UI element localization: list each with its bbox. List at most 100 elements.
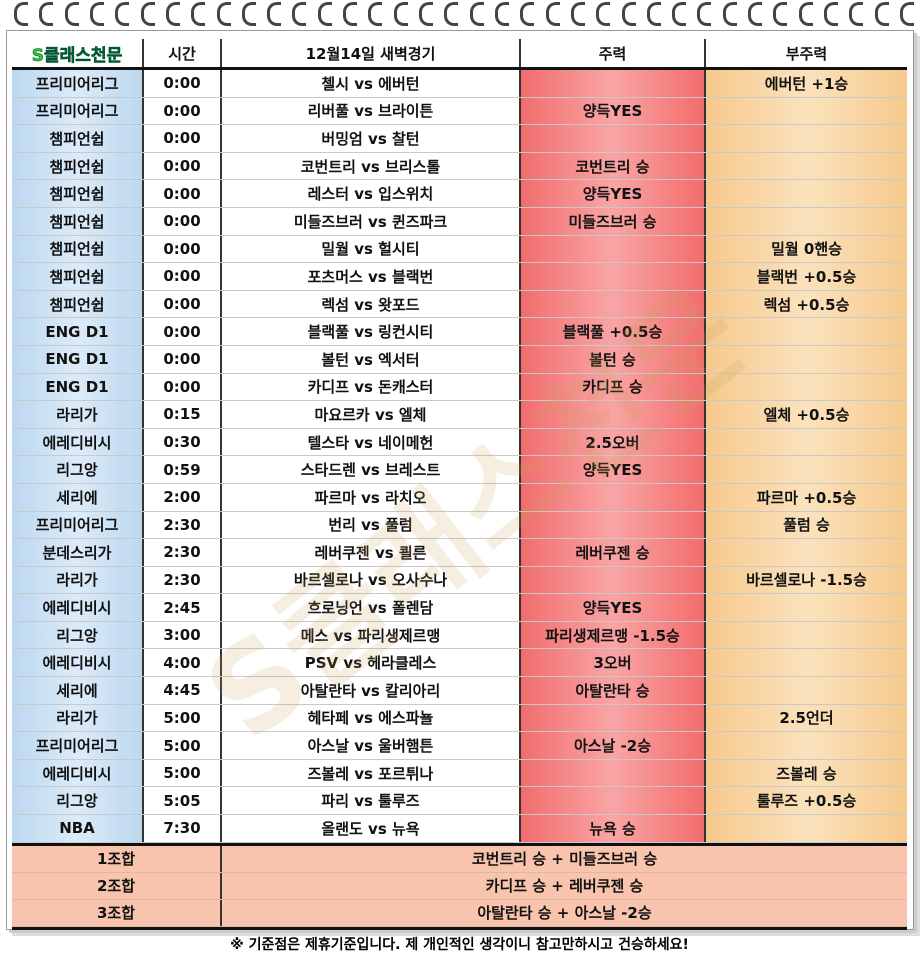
binding-ring-icon — [444, 2, 459, 26]
combo-row: 2조합 카디프 승 + 레버쿠젠 승 — [12, 872, 907, 900]
match-cell: 흐로닝언 vs 폴렌담 — [222, 594, 521, 621]
league-cell: 챔피언쉽 — [12, 125, 144, 152]
time-cell: 0:00 — [144, 345, 222, 373]
league-cell: 에레디비시 — [12, 428, 144, 456]
combo-row: 1조합 코번트리 승 + 미들즈브러 승 — [12, 845, 907, 873]
sub-pick-cell — [706, 180, 907, 207]
table-row: 챔피언쉽 0:00 코번트리 vs 브리스톨 코번트리 승 — [12, 152, 907, 181]
time-cell: 0:00 — [144, 373, 222, 401]
match-cell: 리버풀 vs 브라이튼 — [222, 97, 521, 125]
combo-label: 1조합 — [12, 845, 222, 872]
table-row: 라리가 2:30 바르셀로나 vs 오사수나 바르셀로나 -1.5승 — [12, 566, 907, 595]
binding-ring-icon — [672, 2, 687, 26]
sub-pick-cell: 렉섬 +0.5승 — [706, 290, 907, 318]
league-cell: 리그앙 — [12, 456, 144, 483]
league-cell: 챔피언쉽 — [12, 263, 144, 290]
binding-ring-icon — [64, 2, 79, 26]
main-pick-cell — [521, 787, 706, 815]
league-cell: 프리미어리그 — [12, 511, 144, 539]
binding-ring-icon — [697, 2, 712, 26]
sub-pick-cell — [706, 125, 907, 152]
main-pick-cell — [521, 704, 706, 732]
match-cell: 볼턴 vs 엑서터 — [222, 345, 521, 373]
table-row: 챔피언쉽 0:00 미들즈브러 vs 퀸즈파크 미들즈브러 승 — [12, 207, 907, 236]
main-pick-cell: 양득YES — [521, 456, 706, 483]
sub-pick-cell — [706, 97, 907, 125]
main-pick-cell — [521, 70, 706, 97]
binding-ring-icon — [115, 2, 130, 26]
main-pick-cell — [521, 511, 706, 539]
binding-ring-icon — [798, 2, 813, 26]
sub-pick-cell: 에버턴 +1승 — [706, 70, 907, 97]
match-cell: 파리 vs 툴루즈 — [222, 787, 521, 815]
match-cell: 즈볼레 vs 포르튀나 — [222, 759, 521, 787]
main-pick-cell: 3오버 — [521, 649, 706, 677]
combo-value: 아탈란타 승 + 아스날 -2승 — [477, 904, 652, 923]
combo-value: 코번트리 승 + 미들즈브러 승 — [471, 850, 658, 869]
main-pick-cell — [521, 759, 706, 787]
time-cell: 0:00 — [144, 290, 222, 318]
main-pick-cell: 양득YES — [521, 180, 706, 207]
binding-ring-icon — [494, 2, 509, 26]
match-cell: 밀월 vs 헐시티 — [222, 235, 521, 263]
binding-ring-icon — [545, 2, 560, 26]
sub-pick-cell: 즈볼레 승 — [706, 759, 907, 787]
league-cell: 에레디비시 — [12, 759, 144, 787]
binding-ring-icon — [317, 2, 332, 26]
picks-table: S클래스천문 시간 12월14일 새벽경기 주력 부주력 프리미어리그 0:00 첼… — [12, 39, 907, 958]
sub-pick-cell: 풀럼 승 — [706, 511, 907, 539]
binding-ring-icon — [343, 2, 358, 26]
table-row: 챔피언쉽 0:00 렉섬 vs 왓포드 렉섬 +0.5승 — [12, 290, 907, 319]
table-row: 리그앙 3:00 메스 vs 파리생제르맹 파리생제르맹 -1.5승 — [12, 621, 907, 650]
sub-pick-cell: 바르셀로나 -1.5승 — [706, 566, 907, 594]
league-cell: 에레디비시 — [12, 594, 144, 621]
table-row: 에레디비시 2:45 흐로닝언 vs 폴렌담 양득YES — [12, 594, 907, 622]
league-cell: 라리가 — [12, 401, 144, 428]
time-cell: 5:00 — [144, 759, 222, 787]
main-pick-cell: 양득YES — [521, 594, 706, 621]
match-cell: 헤타페 vs 에스파뇰 — [222, 704, 521, 732]
time-cell: 7:30 — [144, 815, 222, 842]
table-row: 리그앙 5:05 파리 vs 툴루즈 툴루즈 +0.5승 — [12, 787, 907, 816]
table-row: 프리미어리그 2:30 번리 vs 풀럼 풀럼 승 — [12, 511, 907, 540]
binding-ring-icon — [419, 2, 433, 26]
league-cell: ENG D1 — [12, 318, 144, 345]
league-cell: 챔피언쉽 — [12, 180, 144, 207]
league-cell: 챔피언쉽 — [12, 235, 144, 263]
time-cell: 2:45 — [144, 594, 222, 621]
binding-ring-icon — [39, 2, 54, 26]
match-cell: 마요르카 vs 엘체 — [222, 401, 521, 428]
table-row: 세리에 2:00 파르마 vs 라치오 파르마 +0.5승 — [12, 483, 907, 512]
league-cell: 프리미어리그 — [12, 70, 144, 97]
main-pick-cell: 파리생제르맹 -1.5승 — [521, 621, 706, 649]
time-cell: 0:00 — [144, 235, 222, 263]
binding-ring-icon — [165, 2, 180, 26]
binding-ring-icon — [899, 2, 914, 26]
binding-ring-icon — [824, 2, 838, 26]
footer-note: ※ 기준점은 제휴기준입니다. 제 개인적인 생각이니 참고만하시고 건승하세요… — [12, 926, 907, 958]
binding-ring-icon — [191, 2, 206, 26]
main-pick-cell — [521, 401, 706, 428]
table-row: 에레디비시 4:00 PSV vs 헤라클레스 3오버 — [12, 649, 907, 678]
league-cell: 라리가 — [12, 704, 144, 732]
main-pick-cell — [521, 290, 706, 318]
match-cell: 블랙풀 vs 링컨시티 — [222, 318, 521, 345]
table-row: 세리에 4:45 아탈란타 vs 칼리아리 아탈란타 승 — [12, 677, 907, 705]
match-cell: 올랜도 vs 뉴욕 — [222, 815, 521, 842]
binding-ring-icon — [241, 2, 256, 26]
main-pick-cell — [521, 125, 706, 152]
main-pick-cell: 양득YES — [521, 97, 706, 125]
time-cell: 4:00 — [144, 649, 222, 677]
table-row: ENG D1 0:00 볼턴 vs 엑서터 볼턴 승 — [12, 345, 907, 374]
league-cell: 프리미어리그 — [12, 732, 144, 759]
main-pick-cell: 2.5오버 — [521, 428, 706, 456]
sub-pick-cell: 엘체 +0.5승 — [706, 401, 907, 428]
league-cell: NBA — [12, 815, 144, 842]
binding-ring-icon — [520, 2, 535, 26]
table-row: 분데스리가 2:30 레버쿠젠 vs 쾰른 레버쿠젠 승 — [12, 539, 907, 567]
binding-ring-icon — [368, 2, 383, 26]
match-cell: 렉섬 vs 왓포드 — [222, 290, 521, 318]
main-pick-cell — [521, 235, 706, 263]
table-row: 챔피언쉽 0:00 레스터 vs 입스위치 양득YES — [12, 180, 907, 208]
sub-pick-cell — [706, 815, 907, 842]
